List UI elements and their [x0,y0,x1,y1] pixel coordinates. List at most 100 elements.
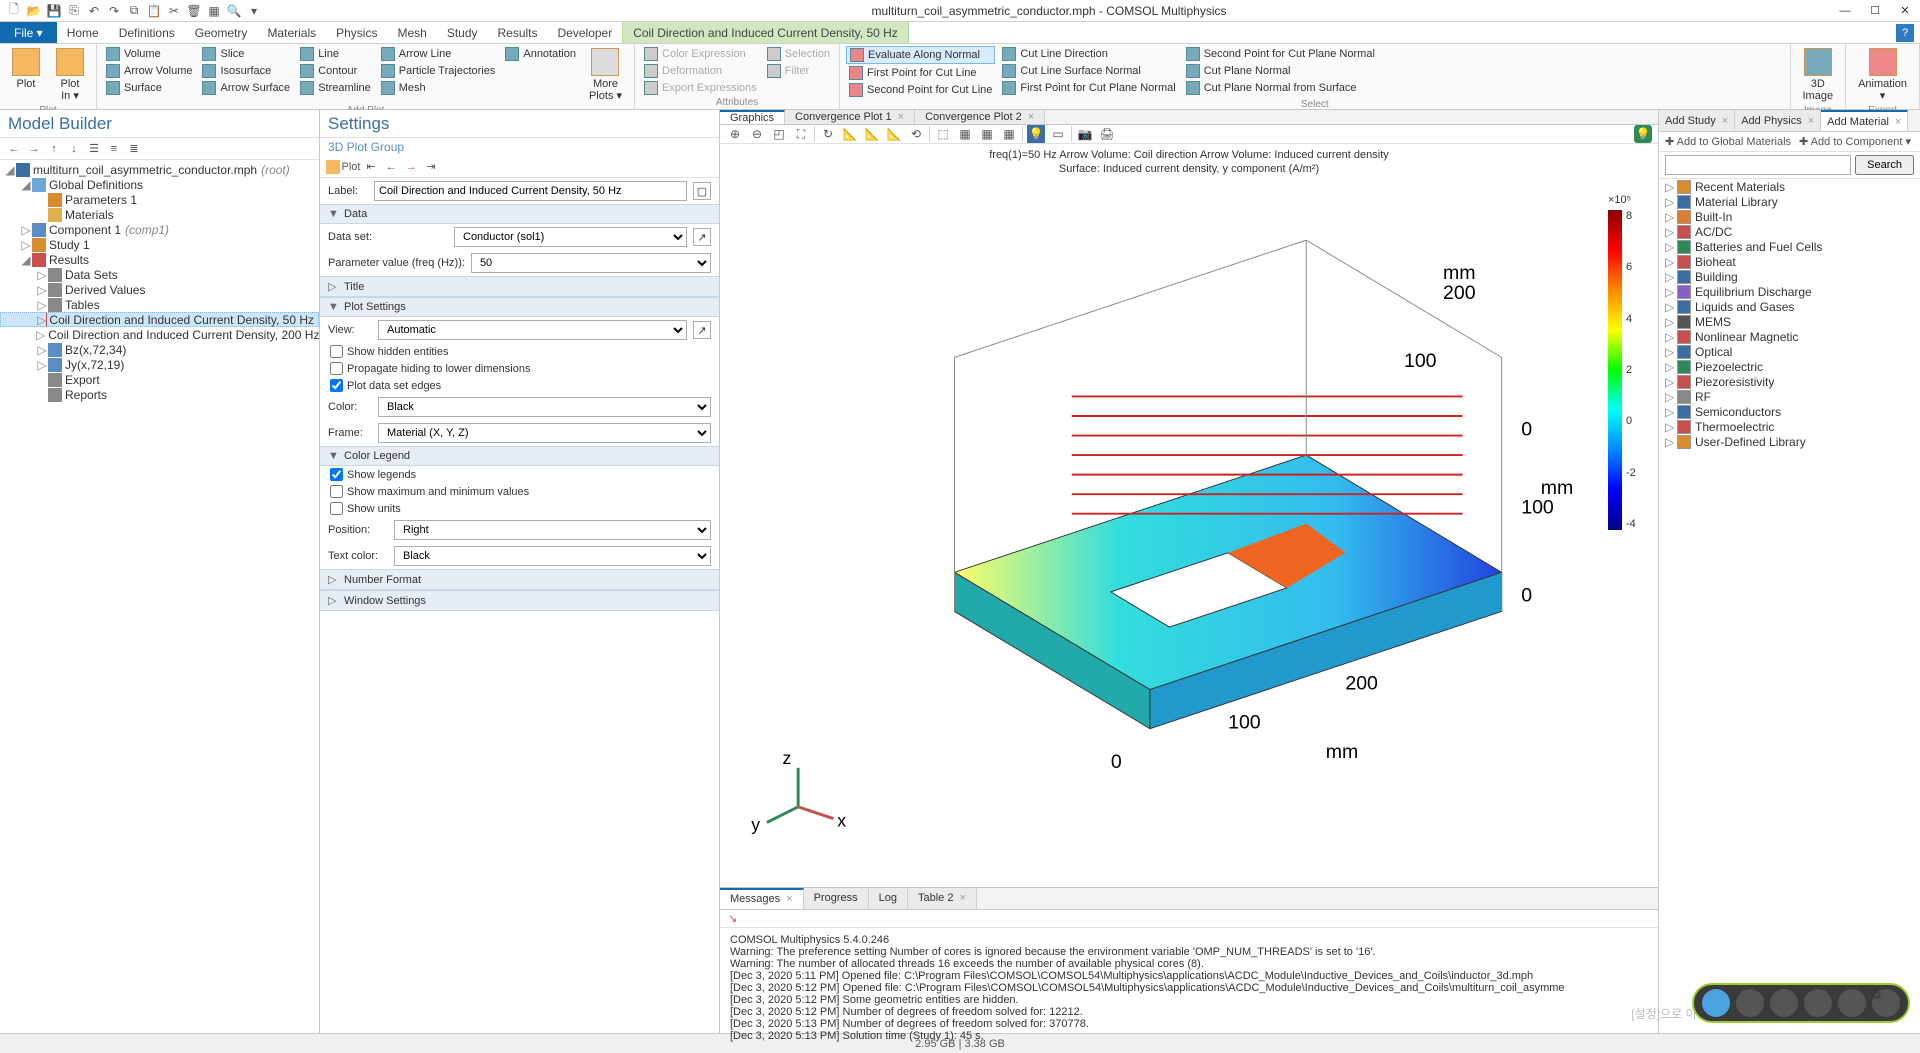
tree-derived[interactable]: ▷Derived Values [0,282,319,297]
file-menu[interactable]: File ▾ [0,22,57,43]
reset-view-icon[interactable]: ⟲ [907,125,925,143]
grid2-icon[interactable]: ▦ [978,125,996,143]
tray-icon[interactable] [1804,989,1832,1017]
contour-button[interactable]: Contour [297,63,374,79]
isosurface-button[interactable]: Isosurface [199,63,293,79]
label-link-icon[interactable]: ▢ [693,182,711,200]
slice-button[interactable]: Slice [199,46,293,62]
3d-image-button[interactable]: 3D Image [1797,46,1840,104]
first-cutplane-button[interactable]: First Point for Cut Plane Normal [999,80,1178,96]
expand-icon[interactable]: ≡ [106,141,122,157]
tab-materials[interactable]: Materials [257,22,326,43]
collapse-icon[interactable]: ≣ [126,141,142,157]
nav-last-icon[interactable]: ⇥ [423,159,439,175]
view-goto-icon[interactable]: ↗ [693,321,711,339]
winset-section[interactable]: ▷Window Settings [320,590,719,611]
material-item[interactable]: ▷Liquids and Gases [1659,299,1920,314]
material-item[interactable]: ▷Thermoelectric [1659,419,1920,434]
dataset-select[interactable]: Conductor (sol1) [454,227,687,247]
xz-view-icon[interactable]: 📐 [885,125,903,143]
fwd-icon[interactable]: → [26,141,42,157]
color-select[interactable]: Black [378,397,711,417]
tab-log[interactable]: Log [869,888,908,909]
tree-tables[interactable]: ▷Tables [0,297,319,312]
plot-in-button[interactable]: Plot In ▾ [50,46,90,104]
open-icon[interactable]: 📂 [26,3,42,19]
copy-icon[interactable]: ⧉ [126,3,142,19]
tree-params[interactable]: Parameters 1 [0,192,319,207]
eval-normal-button[interactable]: Evaluate Along Normal [846,46,995,64]
volume-button[interactable]: Volume [103,46,195,62]
select-mode-icon[interactable]: ⬚ [934,125,952,143]
print-icon[interactable]: 🖨 [1098,125,1116,143]
title-section[interactable]: ▷Title [320,276,719,297]
grid3-icon[interactable]: ▦ [1000,125,1018,143]
save-icon[interactable]: 💾 [46,3,62,19]
first-cutline-button[interactable]: First Point for Cut Line [846,65,995,81]
material-item[interactable]: ▷Semiconductors [1659,404,1920,419]
surface-button[interactable]: Surface [103,80,195,96]
yz-view-icon[interactable]: 📐 [863,125,881,143]
tab-results[interactable]: Results [488,22,548,43]
mesh-button[interactable]: Mesh [378,80,499,96]
view-select[interactable]: Automatic [378,320,687,340]
more-plots-button[interactable]: More Plots ▾ [583,46,628,104]
material-item[interactable]: ▷RF [1659,389,1920,404]
show-icon[interactable]: ☰ [86,141,102,157]
annotation-button[interactable]: Annotation [502,46,579,62]
paste-icon[interactable]: 📋 [146,3,162,19]
tab-add-material[interactable]: Add Material× [1821,110,1908,131]
material-item[interactable]: ▷Building [1659,269,1920,284]
tab-home[interactable]: Home [57,22,109,43]
showunits-checkbox[interactable] [330,502,343,515]
tree-plot50[interactable]: ▷Coil Direction and Induced Current Dens… [0,312,319,327]
tree-plot200[interactable]: ▷Coil Direction and Induced Current Dens… [0,327,319,342]
zoom-in-icon[interactable]: ⊕ [726,125,744,143]
tab-context[interactable]: Coil Direction and Induced Current Densi… [622,22,909,43]
tab-study[interactable]: Study [437,22,488,43]
maximize-button[interactable]: ☐ [1860,0,1890,22]
tree-materials[interactable]: Materials [0,207,319,222]
zoom-icon[interactable]: 🔍 [226,3,242,19]
zoom-extents-icon[interactable]: ⛶ [792,125,810,143]
xy-view-icon[interactable]: 📐 [841,125,859,143]
close-tab-icon[interactable]: × [898,111,904,123]
save-as-icon[interactable]: ⎘ [66,3,82,19]
scene-light-icon[interactable]: 💡 [1634,125,1652,143]
grid1-icon[interactable]: ▦ [956,125,974,143]
tray-icon[interactable] [1838,989,1866,1017]
nav-prev-icon[interactable]: ← [383,159,399,175]
animation-button[interactable]: Animation ▾ [1852,46,1913,104]
tab-add-physics[interactable]: Add Physics× [1735,110,1821,131]
tree-jy[interactable]: ▷Jy(x,72,19) [0,357,319,372]
plot-area[interactable]: 200 100 0 100 0 200 100 0 mm mm mm z y x [720,180,1658,887]
material-item[interactable]: ▷Bioheat [1659,254,1920,269]
hidden-checkbox[interactable] [330,345,343,358]
plot-icon[interactable]: Plot [326,159,359,175]
tree-root[interactable]: ◢multiturn_coil_asymmetric_conductor.mph… [0,162,319,177]
material-item[interactable]: ▷Batteries and Fuel Cells [1659,239,1920,254]
tab-developer[interactable]: Developer [548,22,623,43]
help-button[interactable]: ? [1896,24,1914,42]
txtcol-select[interactable]: Black [394,546,711,566]
zoom-box-icon[interactable]: ◰ [770,125,788,143]
edges-checkbox[interactable] [330,379,343,392]
model-tree[interactable]: ◢multiturn_coil_asymmetric_conductor.mph… [0,160,319,1033]
material-item[interactable]: ▷Optical [1659,344,1920,359]
legend-section[interactable]: ▼Color Legend [320,446,719,466]
add-component-button[interactable]: ✚ Add to Component ▾ [1799,135,1911,148]
propagate-checkbox[interactable] [330,362,343,375]
material-search-input[interactable] [1665,155,1851,175]
tray-icon[interactable] [1702,989,1730,1017]
arrow-line-button[interactable]: Arrow Line [378,46,499,62]
delete-icon[interactable]: 🗑 [186,3,202,19]
tree-global[interactable]: ◢Global Definitions [0,177,319,192]
cutline-dir-button[interactable]: Cut Line Direction [999,46,1178,62]
tree-bz[interactable]: ▷Bz(x,72,34) [0,342,319,357]
material-item[interactable]: ▷MEMS [1659,314,1920,329]
tab-physics[interactable]: Physics [326,22,387,43]
tab-definitions[interactable]: Definitions [109,22,185,43]
plot-button[interactable]: Plot [6,46,46,92]
rotate-icon[interactable]: ↻ [819,125,837,143]
select-icon[interactable]: ▦ [206,3,222,19]
